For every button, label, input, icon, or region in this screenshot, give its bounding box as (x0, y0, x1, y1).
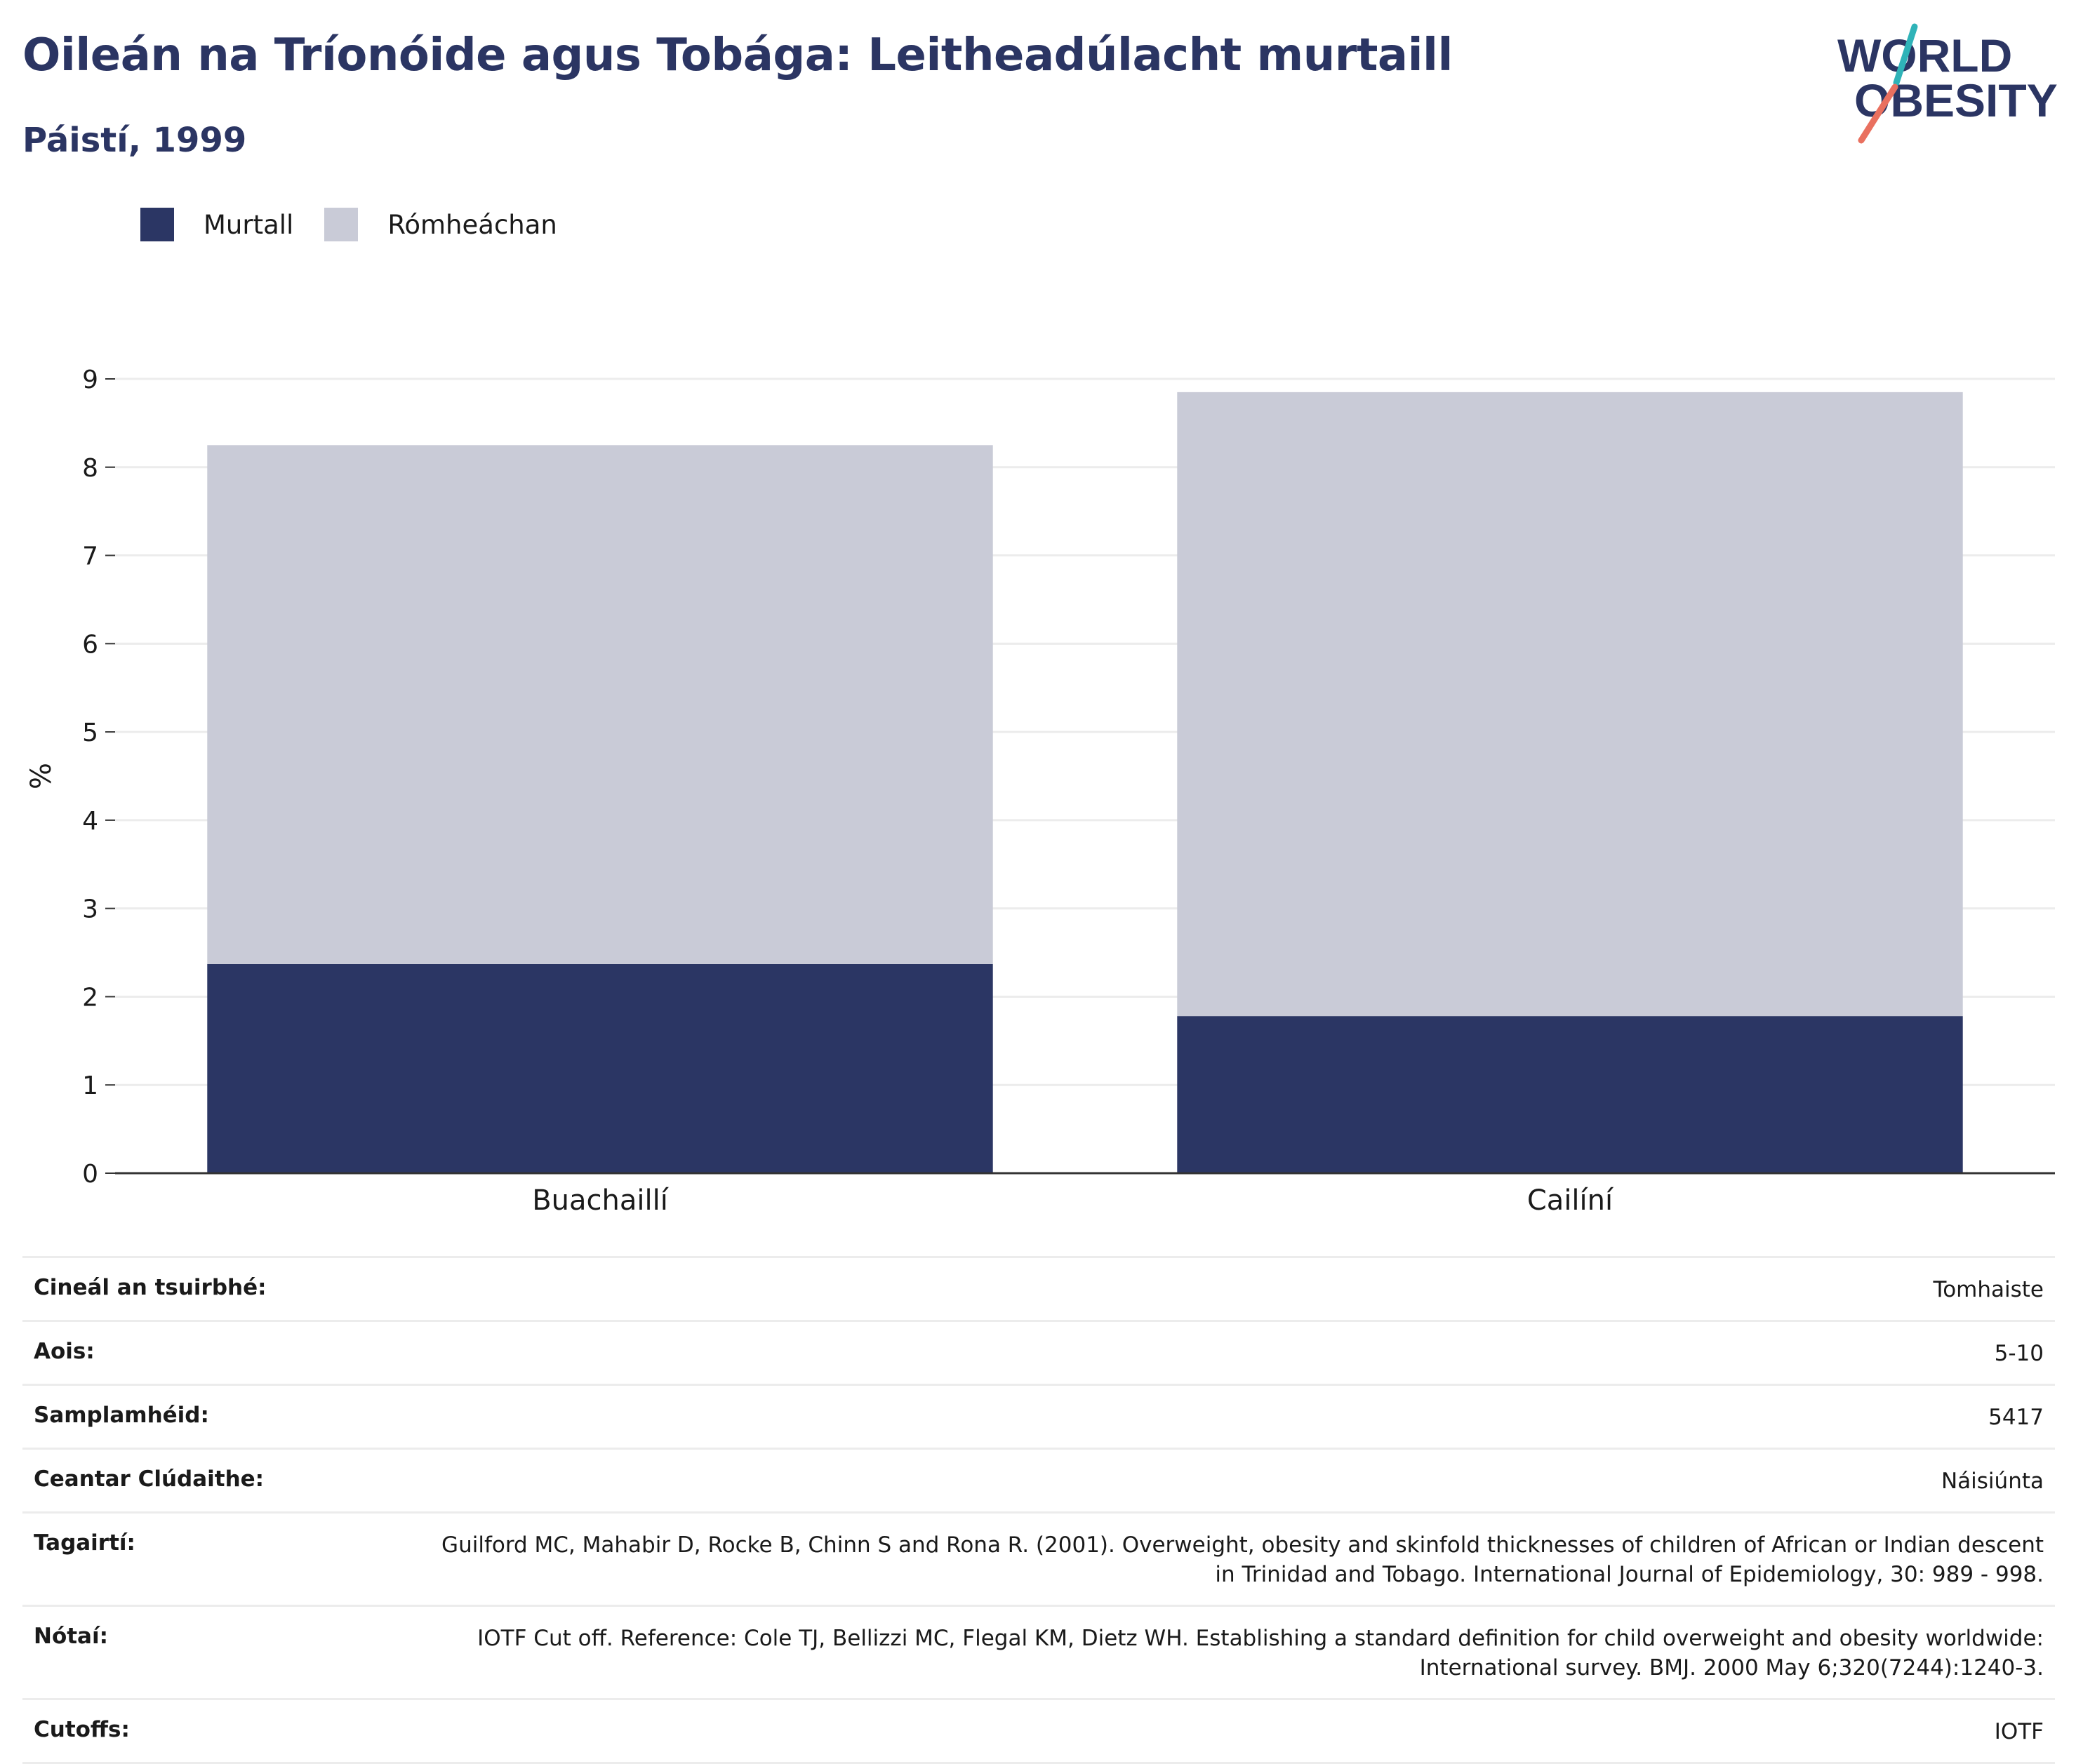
meta-value: IOTF Cut off. Reference: Cole TJ, Belliz… (477, 1626, 2044, 1681)
bar-murtall-1 (1177, 1016, 1963, 1173)
world-obesity-logo: WORLD OBESITY (1837, 23, 2058, 144)
legend-swatch-romheachan (324, 208, 359, 241)
legend-item-romheachan[interactable]: Rómheáchan (324, 208, 557, 241)
logo-slash-teal (1893, 23, 1918, 86)
y-tick-label: 4 (82, 807, 98, 836)
legend-swatch-murtall (140, 208, 174, 241)
y-tick-label: 2 (82, 983, 98, 1012)
bar-romheachan-0 (207, 445, 993, 964)
meta-label: Ceantar Clúdaithe: (34, 1466, 265, 1492)
bar-murtall-0 (207, 963, 993, 1173)
meta-value: 5417 (1988, 1405, 2044, 1430)
meta-row-cutoffs: Cutoffs: IOTF (22, 1698, 2055, 1764)
y-axis-label: % (25, 763, 58, 789)
meta-row-references: Tagairtí: Guilford MC, Mahabir D, Rocke … (22, 1511, 2055, 1605)
meta-row-sample-size: Samplamhéid: 5417 (22, 1384, 2055, 1448)
meta-label: Nótaí: (34, 1624, 109, 1649)
y-tick-label: 9 (82, 366, 98, 394)
meta-label: Cutoffs: (34, 1717, 130, 1742)
meta-value: IOTF (1994, 1719, 2044, 1744)
y-tick-label: 7 (82, 542, 98, 571)
legend-label-murtall: Murtall (204, 209, 294, 240)
x-tick-label: Cailíní (1527, 1184, 1614, 1217)
y-tick-label: 3 (82, 895, 98, 924)
y-tick-label: 8 (82, 454, 98, 483)
legend-label-romheachan: Rómheáchan (387, 209, 557, 240)
meta-label: Cineál an tsuirbhé: (34, 1275, 267, 1300)
chart-title: Oileán na Tríonóide agus Tobága: Leithea… (22, 29, 1453, 81)
meta-label: Tagairtí: (34, 1530, 135, 1556)
meta-value: Guilford MC, Mahabir D, Rocke B, Chinn S… (441, 1532, 2044, 1587)
logo-slash-coral (1858, 83, 1898, 144)
meta-value: 5-10 (1994, 1341, 2044, 1366)
chart-subtitle: Páistí, 1999 (22, 121, 247, 160)
bar-chart: 0 1 2 3 4 5 6 7 8 9% Buachaillí Cailíní (25, 366, 2055, 1217)
logo-word-world: WORLD (1837, 29, 2012, 81)
x-tick-label: Buachaillí (532, 1184, 670, 1217)
meta-label: Aois: (34, 1339, 95, 1364)
chart-legend: Murtall Rómheáchan (140, 208, 588, 241)
meta-row-notes: Nótaí: IOTF Cut off. Reference: Cole TJ,… (22, 1605, 2055, 1698)
meta-value: Náisiúnta (1941, 1469, 2044, 1494)
meta-row-area-covered: Ceantar Clúdaithe: Náisiúnta (22, 1448, 2055, 1511)
y-tick-label: 5 (82, 719, 98, 747)
legend-item-murtall[interactable]: Murtall (140, 208, 293, 241)
y-tick-label: 0 (82, 1160, 98, 1189)
survey-metadata-table: Cineál an tsuirbhé: Tomhaiste Aois: 5-10… (22, 1256, 2055, 1764)
y-tick-label: 6 (82, 630, 98, 659)
meta-value: Tomhaiste (1933, 1277, 2044, 1302)
meta-label: Samplamhéid: (34, 1403, 209, 1428)
meta-row-age: Aois: 5-10 (22, 1320, 2055, 1384)
bar-romheachan-1 (1177, 392, 1963, 1017)
y-tick-label: 1 (82, 1071, 98, 1100)
meta-row-survey-type: Cineál an tsuirbhé: Tomhaiste (22, 1256, 2055, 1320)
